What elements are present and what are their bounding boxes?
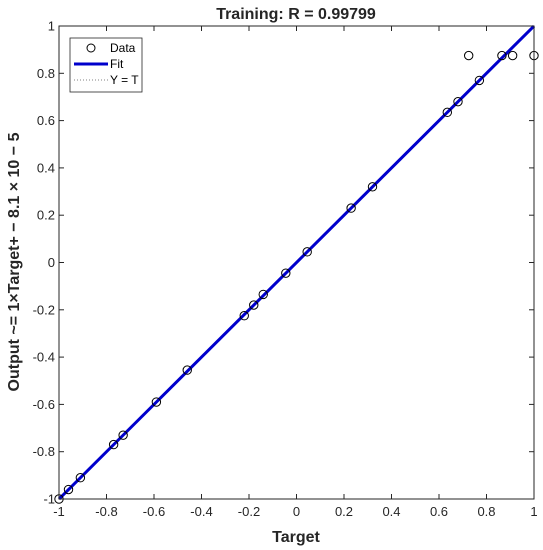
y-axis-ticks: -1 -0.8 -0.6 -0.4 -0.2 0 0.2 0.4 0.6 0.8 1 (33, 19, 534, 507)
data-point (281, 268, 291, 278)
data-point (118, 430, 128, 440)
legend-yt-label: Y = T (110, 73, 139, 87)
chart-title: Training: R = 0.99799 (216, 6, 376, 23)
x-tick-label: 0 (293, 504, 300, 519)
y-tick-label: 1 (48, 19, 55, 34)
data-points (54, 50, 539, 504)
legend-data-marker (86, 43, 96, 53)
data-point (75, 473, 86, 483)
data-point (346, 203, 356, 213)
y-tick-label: -1 (43, 492, 55, 507)
data-point (182, 365, 192, 375)
data-point (474, 75, 485, 86)
legend: Data Fit Y = T (69, 37, 143, 93)
x-tick-label: -0.8 (95, 504, 117, 519)
y-tick-label: -0.6 (33, 397, 55, 412)
x-tick-label: -0.4 (190, 504, 212, 519)
data-point (108, 439, 119, 450)
y-tick-label: 0.6 (37, 113, 55, 128)
x-tick-label: 0.8 (477, 504, 495, 519)
data-point (442, 107, 453, 118)
x-axis-ticks: -1 -0.8 -0.6 -0.4 -0.2 0 0.2 0.4 0.6 0.8 1 (53, 26, 538, 519)
x-tick-label: -0.6 (143, 504, 165, 519)
x-tick-label: 0.6 (430, 504, 448, 519)
y-tick-label: 0 (48, 255, 55, 270)
x-tick-label: 0.4 (382, 504, 400, 519)
y-tick-label: 0.4 (37, 160, 55, 175)
x-axis-label: Target (272, 529, 320, 546)
data-point (239, 311, 249, 321)
y-tick-label: -0.8 (33, 444, 55, 459)
y-axis-label: Output ~= 1×Target+ − 8.1 × 10 − 5 (6, 132, 23, 391)
data-point (507, 50, 518, 61)
y-tick-label: 0.2 (37, 208, 55, 223)
legend-data-label: Data (110, 41, 136, 55)
data-point (249, 300, 259, 310)
data-point (63, 484, 74, 495)
x-tick-label: 0.2 (335, 504, 353, 519)
data-point (497, 50, 507, 61)
data-point (258, 289, 268, 300)
x-tick-label: -0.2 (238, 504, 260, 519)
data-point (453, 96, 463, 107)
x-tick-label: -1 (53, 504, 65, 519)
x-tick-label: 1 (530, 504, 537, 519)
data-point (463, 50, 474, 61)
legend-fit-label: Fit (110, 57, 124, 71)
y-tick-label: 0.8 (37, 66, 55, 81)
data-point (302, 247, 312, 257)
y-tick-label: -0.4 (33, 350, 55, 365)
y-tick-label: -0.2 (33, 302, 55, 317)
data-point (151, 397, 162, 407)
data-point (367, 182, 378, 192)
